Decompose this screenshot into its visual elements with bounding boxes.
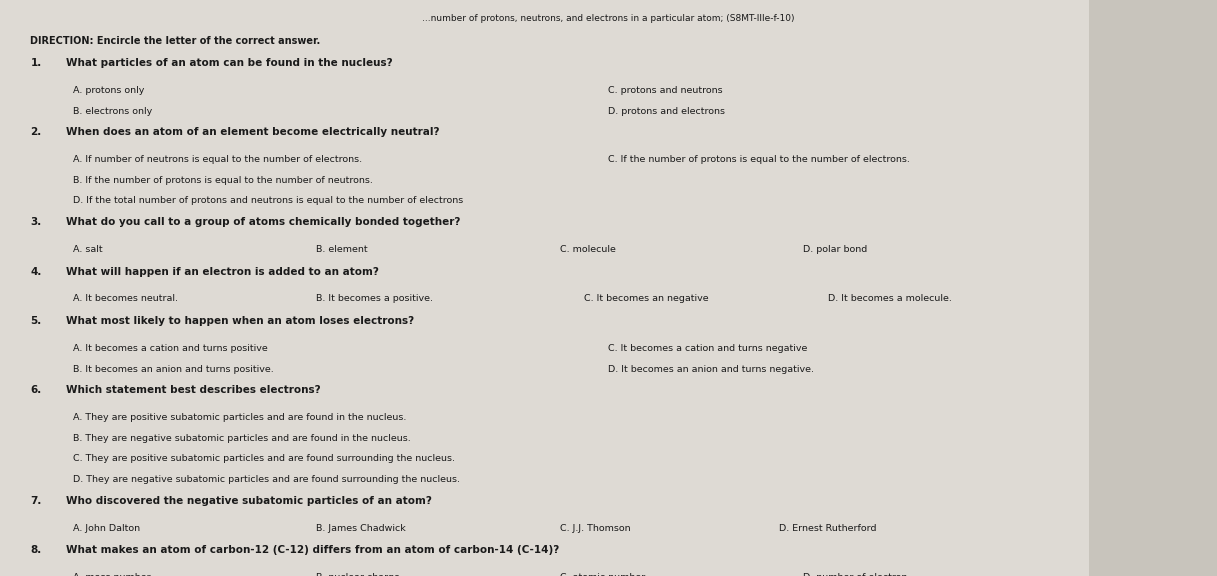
Text: A. They are positive subatomic particles and are found in the nucleus.: A. They are positive subatomic particles…: [73, 413, 406, 422]
Text: What will happen if an electron is added to an atom?: What will happen if an electron is added…: [66, 267, 378, 276]
Text: 3.: 3.: [30, 217, 41, 227]
Text: A. It becomes a cation and turns positive: A. It becomes a cation and turns positiv…: [73, 344, 268, 353]
Text: ...number of protons, neutrons, and electrons in a particular atom; (S8MT-IIIe-f: ...number of protons, neutrons, and elec…: [422, 14, 795, 24]
Text: A. It becomes neutral.: A. It becomes neutral.: [73, 294, 178, 304]
Text: What makes an atom of carbon-12 (C-12) differs from an atom of carbon-14 (C-14)?: What makes an atom of carbon-12 (C-12) d…: [66, 545, 559, 555]
Text: Which statement best describes electrons?: Which statement best describes electrons…: [66, 385, 320, 395]
Text: D. Ernest Rutherford: D. Ernest Rutherford: [779, 524, 876, 533]
Text: A. mass number: A. mass number: [73, 573, 151, 576]
Text: D. It becomes an anion and turns negative.: D. It becomes an anion and turns negativ…: [608, 365, 814, 374]
Text: 8.: 8.: [30, 545, 41, 555]
Text: 1.: 1.: [30, 58, 41, 68]
Text: 6.: 6.: [30, 385, 41, 395]
Text: D. They are negative subatomic particles and are found surrounding the nucleus.: D. They are negative subatomic particles…: [73, 475, 460, 484]
Text: D. protons and electrons: D. protons and electrons: [608, 107, 725, 116]
Text: B. electrons only: B. electrons only: [73, 107, 152, 116]
Text: B. They are negative subatomic particles and are found in the nucleus.: B. They are negative subatomic particles…: [73, 434, 411, 443]
Text: 2.: 2.: [30, 127, 41, 137]
Text: What most likely to happen when an atom loses electrons?: What most likely to happen when an atom …: [66, 316, 414, 326]
Text: A. protons only: A. protons only: [73, 86, 145, 95]
Text: What do you call to a group of atoms chemically bonded together?: What do you call to a group of atoms che…: [66, 217, 460, 227]
Text: 7.: 7.: [30, 496, 41, 506]
Text: C. It becomes a cation and turns negative: C. It becomes a cation and turns negativ…: [608, 344, 808, 353]
Text: DIRECTION: Encircle the letter of the correct answer.: DIRECTION: Encircle the letter of the co…: [30, 36, 320, 46]
Text: C. molecule: C. molecule: [560, 245, 616, 254]
Text: D. If the total number of protons and neutrons is equal to the number of electro: D. If the total number of protons and ne…: [73, 196, 464, 206]
Text: B. It becomes a positive.: B. It becomes a positive.: [316, 294, 433, 304]
FancyBboxPatch shape: [0, 0, 1089, 576]
Text: A. John Dalton: A. John Dalton: [73, 524, 140, 533]
Text: A. If number of neutrons is equal to the number of electrons.: A. If number of neutrons is equal to the…: [73, 155, 363, 164]
Text: D. It becomes a molecule.: D. It becomes a molecule.: [828, 294, 952, 304]
Text: D. number of electron: D. number of electron: [803, 573, 908, 576]
Text: 4.: 4.: [30, 267, 41, 276]
Text: C. protons and neutrons: C. protons and neutrons: [608, 86, 723, 95]
Text: 5.: 5.: [30, 316, 41, 326]
Text: B. It becomes an anion and turns positive.: B. It becomes an anion and turns positiv…: [73, 365, 274, 374]
Text: When does an atom of an element become electrically neutral?: When does an atom of an element become e…: [66, 127, 439, 137]
Text: B. element: B. element: [316, 245, 368, 254]
Text: C. atomic number: C. atomic number: [560, 573, 645, 576]
Text: B. If the number of protons is equal to the number of neutrons.: B. If the number of protons is equal to …: [73, 176, 372, 185]
Text: B. nuclear charge: B. nuclear charge: [316, 573, 400, 576]
Text: A. salt: A. salt: [73, 245, 102, 254]
Text: B. James Chadwick: B. James Chadwick: [316, 524, 406, 533]
Text: What particles of an atom can be found in the nucleus?: What particles of an atom can be found i…: [66, 58, 392, 68]
Text: C. It becomes an negative: C. It becomes an negative: [584, 294, 708, 304]
Text: C. If the number of protons is equal to the number of electrons.: C. If the number of protons is equal to …: [608, 155, 910, 164]
Text: C. They are positive subatomic particles and are found surrounding the nucleus.: C. They are positive subatomic particles…: [73, 454, 455, 464]
Text: D. polar bond: D. polar bond: [803, 245, 868, 254]
Text: Who discovered the negative subatomic particles of an atom?: Who discovered the negative subatomic pa…: [66, 496, 432, 506]
Text: C. J.J. Thomson: C. J.J. Thomson: [560, 524, 630, 533]
